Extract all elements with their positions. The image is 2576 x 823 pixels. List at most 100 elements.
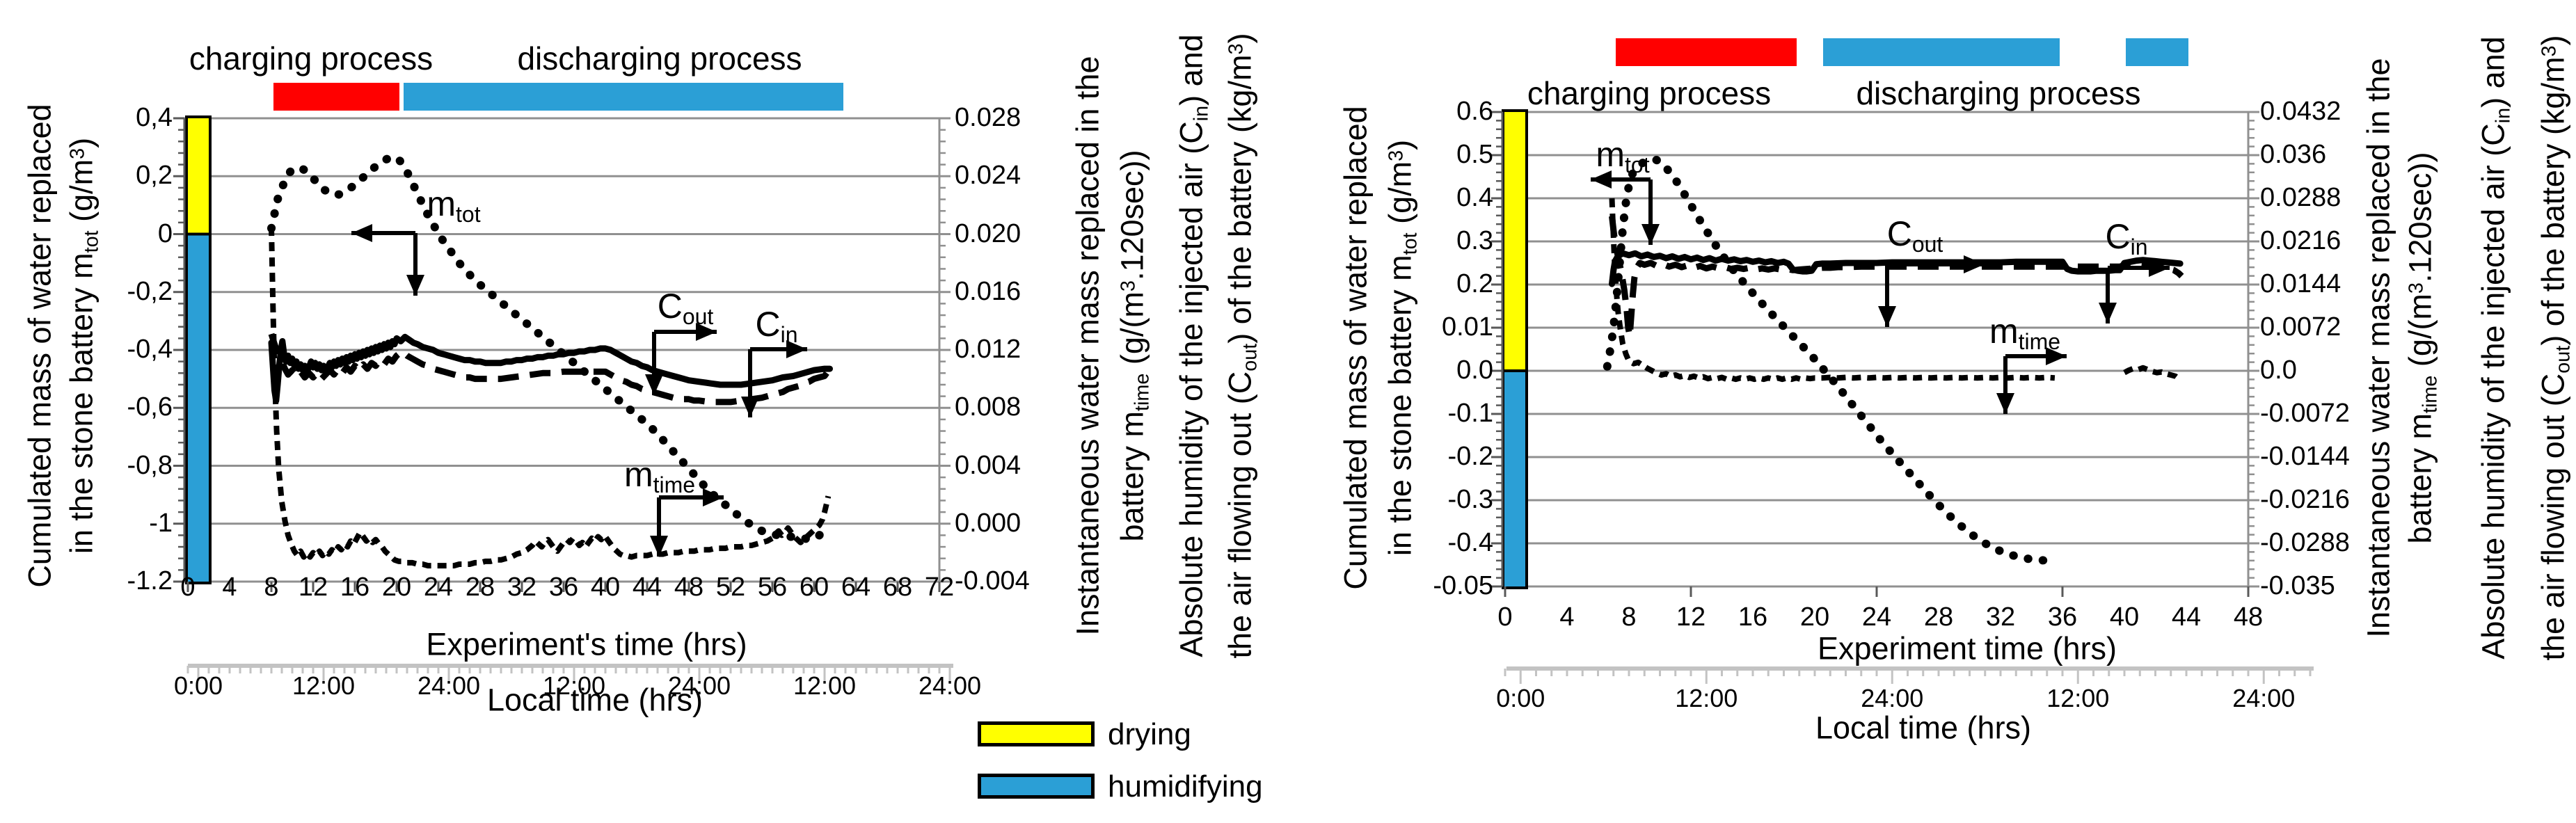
right-y-right-tick: -0.0144 xyxy=(2260,442,2350,472)
right-y-right-tick: 0.036 xyxy=(2260,140,2327,170)
right-y-right-tick: 0.0072 xyxy=(2260,312,2342,342)
left-right-axis2-title-line2: the air flowing out (Cout) of the batter… xyxy=(1222,33,1262,659)
right-x-tick: 48 xyxy=(2233,602,2264,632)
left-x-tick: 72 xyxy=(924,573,955,602)
left-x-tick: 36 xyxy=(548,573,579,602)
right-y-left-tick: -0.4 xyxy=(1447,528,1493,558)
drying-column xyxy=(1502,109,1528,372)
left-x-tick: 28 xyxy=(465,573,495,602)
right-y-right-tick: 0.0 xyxy=(2260,355,2297,385)
left-x-axis-title: Experiment's time (hrs) xyxy=(426,626,747,662)
humidifying-column xyxy=(185,232,212,584)
left-x-tick: 20 xyxy=(381,573,412,602)
left-x-tick: 0 xyxy=(180,573,196,602)
right-annotation-m-tot: mtot xyxy=(1596,134,1650,177)
left-x-tick: 44 xyxy=(632,573,662,602)
right-y-right-tick: -0.0072 xyxy=(2260,399,2350,429)
legend-label-drying: drying xyxy=(1108,717,1191,751)
right-process-bar-2 xyxy=(2126,38,2188,66)
left-y-left-tick: -0,2 xyxy=(127,276,173,306)
right-y-right-tick: 0.0432 xyxy=(2260,97,2342,127)
humidifying-column xyxy=(1502,369,1528,589)
right-y-axis-title-line1: Cumulated mass of water replaced xyxy=(1337,106,1374,590)
right-right-axis2-title-line2: the air flowing out (Cout) of the batter… xyxy=(2535,35,2575,661)
right-y-left-tick: 0.0 xyxy=(1456,355,1493,385)
right-x-tick: 40 xyxy=(2109,602,2140,632)
legend-swatch-humidifying xyxy=(978,774,1095,799)
left-local-tick: 24:00 xyxy=(667,671,731,701)
left-local-tick: 12:00 xyxy=(793,671,857,701)
right-right-axis1-title-line2: battery mtime (g/(m3.120sec)) xyxy=(2402,152,2442,544)
right-y-left-tick: -0.3 xyxy=(1447,485,1493,515)
right-x-tick: 24 xyxy=(1861,602,1892,632)
right-right-axis2-title-line1: Absolute humidity of the injected air (C… xyxy=(2475,36,2515,660)
left-y-left-tick: 0,2 xyxy=(136,161,173,191)
left-y-left-tick: -1.2 xyxy=(127,566,173,596)
left-y-right-tick: -0.004 xyxy=(955,566,1030,596)
left-y-right-tick: 0.004 xyxy=(955,450,1021,480)
left-annotation-c-out: Cout xyxy=(657,286,714,329)
right-x-tick: 32 xyxy=(1985,602,2016,632)
left-local-axis-title: Local time (hrs) xyxy=(486,682,703,718)
right-local-tick: 24:00 xyxy=(2232,684,2296,713)
right-x-tick: 8 xyxy=(1621,602,1637,632)
left-charging-process-label: charging process xyxy=(189,40,434,77)
right-y-axis-title-line2: in the stone battery mtot (g/m3) xyxy=(1382,139,1422,557)
left-x-tick: 32 xyxy=(507,573,537,602)
right-x-tick: 44 xyxy=(2171,602,2202,632)
left-y-right-tick: 0.008 xyxy=(955,392,1021,422)
left-local-tick: 0:00 xyxy=(173,671,223,701)
right-x-tick: 4 xyxy=(1559,602,1575,632)
left-y-right-tick: 0.028 xyxy=(955,103,1021,133)
legend-label-humidifying: humidifying xyxy=(1108,769,1263,804)
right-right-axis1-title-line1: Instantaneous water mass replaced in the xyxy=(2360,58,2396,638)
right-process-bar-0 xyxy=(1616,38,1797,66)
left-discharging-process-label: discharging process xyxy=(517,40,802,77)
right-y-right-tick: -0.0288 xyxy=(2260,528,2350,558)
left-x-tick: 60 xyxy=(799,573,829,602)
left-y-right-tick: 0.016 xyxy=(955,276,1021,306)
right-x-tick: 16 xyxy=(1738,602,1768,632)
left-annotation-c-in: Cin xyxy=(755,304,798,347)
right-y-left-tick: 0.4 xyxy=(1456,183,1493,213)
left-series-C_out xyxy=(268,333,833,404)
right-y-left-tick: 0.2 xyxy=(1456,269,1493,299)
right-local-tick: 12:00 xyxy=(2046,684,2110,713)
left-right-axis1-title-line2: battery mtime (g/(m3.120sec)) xyxy=(1114,150,1154,542)
left-local-tick: 12:00 xyxy=(292,671,356,701)
right-y-right-tick: -0.035 xyxy=(2260,571,2335,601)
right-series-m_time xyxy=(2123,365,2182,383)
right-y-right-tick: 0.0144 xyxy=(2260,269,2342,299)
right-process-bar-1 xyxy=(1823,38,2060,66)
right-y-left-tick: 0.01 xyxy=(1442,312,1493,342)
left-x-tick: 4 xyxy=(222,573,237,602)
left-y-right-tick: 0.000 xyxy=(955,508,1021,538)
left-y-right-tick: 0.012 xyxy=(955,335,1021,365)
right-x-tick: 0 xyxy=(1497,602,1513,632)
left-y-right-tick: 0.020 xyxy=(955,218,1021,248)
left-x-tick: 16 xyxy=(340,573,370,602)
left-x-tick: 64 xyxy=(841,573,871,602)
right-y-left-tick: 0.3 xyxy=(1456,226,1493,256)
right-y-left-tick: -0.05 xyxy=(1433,571,1493,601)
left-series-m_time xyxy=(269,227,832,569)
left-process-bar-1 xyxy=(404,83,843,111)
right-x-axis-title: Experiment time (hrs) xyxy=(1817,630,2117,666)
right-y-right-tick: -0.0216 xyxy=(2260,485,2350,515)
left-x-tick: 40 xyxy=(590,573,621,602)
right-y-left-tick: -0.1 xyxy=(1447,399,1493,429)
right-x-tick: 28 xyxy=(1923,602,1954,632)
right-local-tick: 24:00 xyxy=(1861,684,1924,713)
left-x-tick: 12 xyxy=(298,573,328,602)
right-y-left-tick: -0.2 xyxy=(1447,442,1493,472)
left-y-left-tick: -0,6 xyxy=(127,392,173,422)
left-y-left-tick: -1 xyxy=(149,508,173,538)
left-right-axis1-title-line1: Instantaneous water mass replaced in the xyxy=(1070,56,1106,636)
right-series-m_tot xyxy=(1603,155,2058,565)
drying-column xyxy=(185,115,212,236)
left-x-tick: 48 xyxy=(674,573,704,602)
left-x-tick: 8 xyxy=(264,573,279,602)
left-annotation-m-time: mtime xyxy=(623,454,696,497)
left-x-tick: 24 xyxy=(423,573,454,602)
